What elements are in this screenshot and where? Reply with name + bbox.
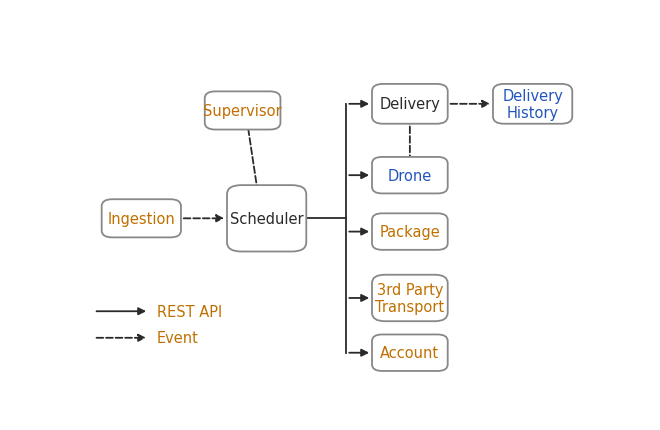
Text: Event: Event xyxy=(156,331,199,345)
Text: Delivery: Delivery xyxy=(379,97,440,112)
FancyBboxPatch shape xyxy=(372,214,447,250)
FancyBboxPatch shape xyxy=(227,186,306,252)
FancyBboxPatch shape xyxy=(493,85,572,124)
FancyBboxPatch shape xyxy=(205,92,280,130)
FancyBboxPatch shape xyxy=(372,157,447,194)
FancyBboxPatch shape xyxy=(102,200,181,238)
Text: Account: Account xyxy=(380,345,440,360)
Text: Supervisor: Supervisor xyxy=(203,104,282,119)
Text: REST API: REST API xyxy=(156,304,222,319)
Text: Ingestion: Ingestion xyxy=(108,211,175,226)
FancyBboxPatch shape xyxy=(372,85,447,124)
Text: Delivery
History: Delivery History xyxy=(502,89,563,121)
Text: 3rd Party
Transport: 3rd Party Transport xyxy=(376,282,444,314)
FancyBboxPatch shape xyxy=(372,335,447,371)
Text: Drone: Drone xyxy=(387,168,432,183)
Text: Package: Package xyxy=(379,224,440,240)
Text: Scheduler: Scheduler xyxy=(230,211,304,226)
FancyBboxPatch shape xyxy=(372,275,447,322)
